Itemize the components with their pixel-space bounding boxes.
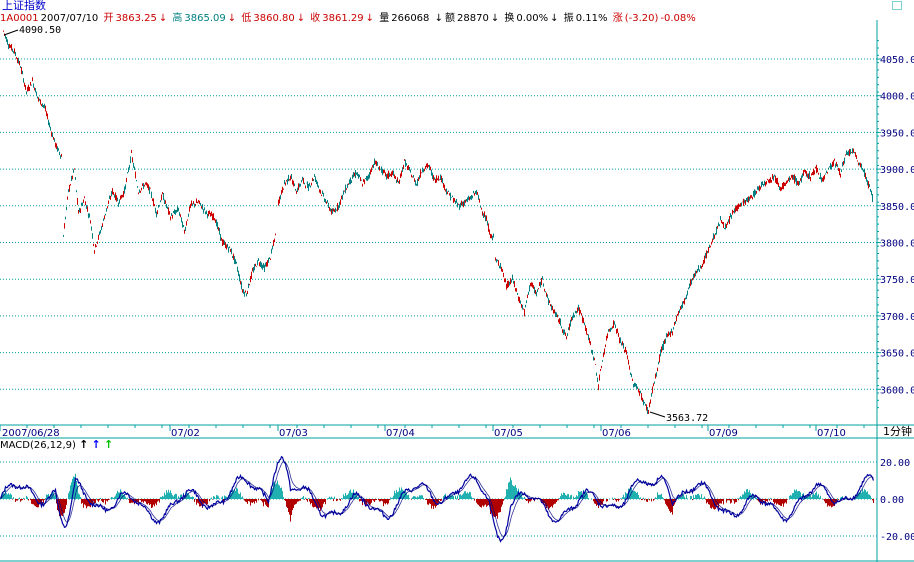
high-annotation-text: 4090.50	[19, 25, 61, 36]
macd-tick-label: -20.00	[880, 532, 914, 543]
high-annotation-leader	[3, 29, 19, 36]
macd-indicator-label: MACD(26,12,9) ↑ ↑ ↑	[0, 439, 113, 452]
high-value: 3865.09	[184, 13, 226, 24]
amount-label: 额	[445, 13, 455, 24]
macd-lines	[0, 455, 875, 543]
price-tick-label: 4000.00	[880, 92, 914, 103]
macd-tick-label: 20.00	[880, 458, 910, 469]
close-label: 收	[310, 13, 321, 24]
macd-tick-label: 0.00	[880, 495, 904, 506]
low-annotation-leader	[649, 411, 666, 418]
macd-dea-line	[0, 461, 874, 537]
stock-code: 1A0001	[0, 13, 39, 24]
price-tick-label: 3900.00	[880, 165, 914, 176]
macd-arrow-dif-icon[interactable]: ↑	[79, 438, 89, 451]
change-label: 涨	[612, 13, 623, 24]
price-tick-label: 3650.00	[880, 349, 914, 360]
amplitude-value: 0.11%	[575, 13, 608, 24]
price-tick-label: 3750.00	[880, 275, 914, 286]
price-tick-label: 3850.00	[880, 202, 914, 213]
time-label-1: 2007/06/28	[2, 428, 60, 439]
low-annotation: 3563.72	[649, 411, 708, 424]
macd-name: MACD(26,12,9)	[0, 440, 76, 451]
timeframe-label[interactable]: 1分钟	[883, 425, 912, 438]
macd-histogram	[0, 473, 874, 522]
open-arrow: ↓	[158, 13, 168, 24]
amplitude-label: 振	[563, 13, 574, 24]
close-arrow: ↓	[365, 13, 375, 24]
price-tick-label: 3950.00	[880, 128, 914, 139]
high-annotation: 4090.50	[3, 25, 61, 36]
macd-dif-line	[0, 455, 875, 543]
time-label-2: 07/02	[171, 428, 200, 439]
window-restore-icon[interactable]	[892, 1, 902, 10]
low-value: 3860.80	[253, 13, 295, 24]
high-label: 高	[172, 13, 183, 24]
time-label-3: 07/03	[279, 428, 308, 439]
open-value: 3863.25	[115, 13, 157, 24]
volume-value: 266068	[391, 13, 430, 24]
price-candles	[3, 30, 873, 414]
low-annotation-text: 3563.72	[666, 413, 708, 424]
amount-arrow: ↓	[490, 13, 500, 24]
macd-arrow-macd-icon[interactable]: ↑	[103, 438, 114, 451]
open-label: 开	[103, 13, 114, 24]
quote-date: 2007/07/10	[40, 13, 99, 24]
time-label-6: 07/06	[602, 428, 631, 439]
low-arrow: ↓	[296, 13, 306, 24]
time-label-8: 07/10	[817, 428, 846, 439]
quote-info-bar: 1A0001 2007/07/10 开 3863.25 ↓ 高 3865.09 ↓ 低 38…	[0, 13, 700, 25]
amount-value: 28870	[457, 13, 489, 24]
price-tick-label: 3600.00	[880, 385, 914, 396]
change-value: (-3.20)	[624, 13, 659, 24]
price-tick-label: 3800.00	[880, 239, 914, 250]
volume-label: 量	[379, 13, 390, 24]
price-axis: 4050.00 4000.00 3950.00 3900.00 3850.00 3800.…	[877, 40, 914, 409]
macd-axis: 20.00 0.00 -20.00	[880, 458, 914, 543]
low-label: 低	[241, 13, 252, 24]
time-label-7: 07/09	[709, 428, 738, 439]
amount-arrow-prefix: ↓	[434, 13, 443, 24]
price-grid	[0, 58, 877, 390]
price-tick-label: 3700.00	[880, 312, 914, 323]
high-arrow: ↓	[227, 13, 237, 24]
time-label-4: 07/04	[386, 428, 415, 439]
turnover-label: 换	[504, 13, 515, 24]
time-axis-ticks	[0, 425, 865, 431]
close-value: 3861.29	[322, 13, 364, 24]
turnover-arrow: ↓	[550, 13, 559, 24]
time-label-5: 07/05	[494, 428, 523, 439]
change-pct: -0.08%	[660, 13, 696, 24]
turnover-value: 0.00%	[516, 13, 549, 24]
price-tick-label: 4050.00	[880, 55, 914, 66]
chart-title: 上证指数	[2, 0, 46, 12]
macd-arrow-dea-icon[interactable]: ↑	[91, 438, 101, 451]
